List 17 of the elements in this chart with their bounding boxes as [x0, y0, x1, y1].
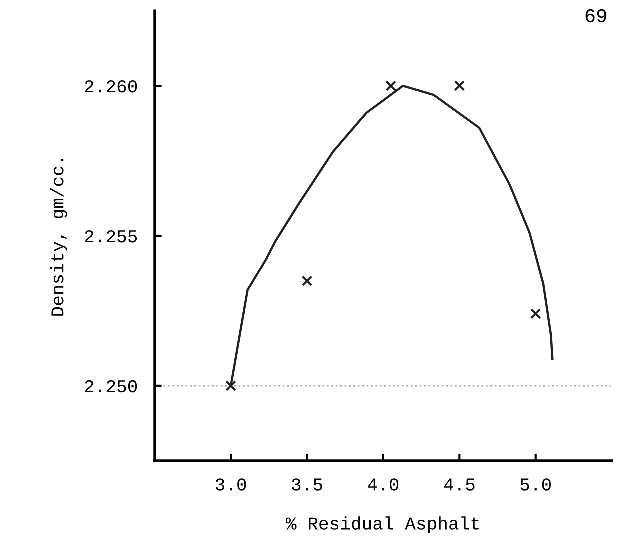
x-tick-label: 5.0: [520, 478, 552, 491]
y-tick-label: 2.250: [85, 380, 138, 393]
x-tick-label: 4.5: [444, 478, 475, 491]
line-series: [230, 84, 554, 388]
y-tick-label: 2.260: [85, 80, 138, 93]
y-tick-label: 2.255: [85, 230, 138, 243]
x-axis-title: % Residual Asphalt: [286, 516, 480, 534]
point: [302, 276, 313, 286]
point: [226, 380, 237, 392]
point: [530, 308, 542, 320]
x-tick-label: 4.0: [368, 478, 399, 491]
point: [454, 80, 466, 92]
annotation: 69: [586, 9, 606, 23]
x-tick-label: 3.0: [216, 478, 246, 491]
y-axis-title: Density, gm/cc.: [50, 159, 68, 316]
x-tick-label: 3.5: [292, 478, 322, 491]
point: [386, 80, 397, 92]
